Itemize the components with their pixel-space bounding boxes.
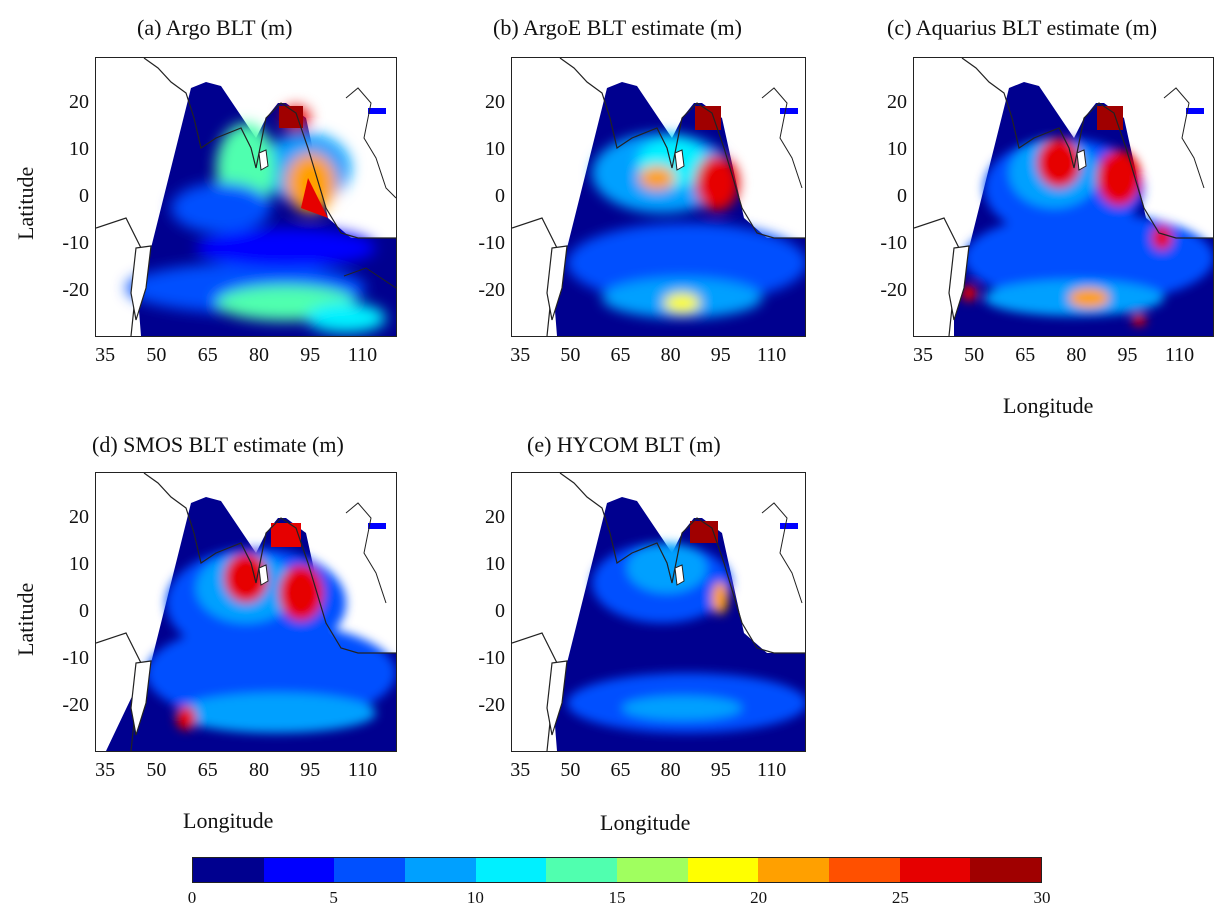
lat-tick: -10	[880, 232, 907, 254]
lat-tick: 20	[69, 506, 89, 528]
lon-tick: 65	[197, 344, 218, 366]
panel-title-a: (a) Argo BLT (m)	[137, 15, 293, 40]
map-panel-c	[913, 57, 1214, 337]
colorbar-segment	[617, 858, 688, 882]
lat-tick: -20	[62, 279, 89, 301]
map-panel-d	[95, 472, 397, 752]
lon-tick: 65	[197, 759, 218, 781]
lon-tick: 80	[1066, 344, 1087, 366]
lon-tick: 65	[610, 344, 631, 366]
colorbar-tick: 25	[891, 888, 909, 907]
lat-tick: -10	[478, 647, 505, 669]
lat-tick: -10	[478, 232, 505, 254]
blt-field-e	[512, 473, 805, 751]
lat-tick: -10	[62, 647, 89, 669]
colorbar-tick: 10	[466, 888, 484, 907]
lon-tick: 50	[560, 759, 581, 781]
colorbar-tick: 0	[187, 888, 197, 907]
lat-tick: 10	[485, 553, 505, 575]
lon-tick: 50	[146, 759, 167, 781]
lon-tick: 80	[249, 759, 269, 781]
lat-tick: 10	[485, 138, 505, 160]
blt-field-b	[512, 58, 805, 336]
colorbar-segment	[263, 858, 335, 882]
panel-title-c: (c) Aquarius BLT estimate (m)	[887, 15, 1158, 40]
lon-tick: 95	[300, 344, 321, 366]
lon-tick: 65	[610, 759, 631, 781]
colorbar-segment	[193, 858, 264, 882]
lat-tick: -20	[478, 694, 505, 716]
lat-tick: 0	[79, 185, 89, 207]
panel-title-b: (b) ArgoE BLT estimate (m)	[493, 15, 742, 40]
lon-tick: 35	[912, 344, 933, 366]
lon-tick: 95	[710, 759, 731, 781]
lat-tick: 0	[79, 600, 89, 622]
lon-tick: 110	[757, 759, 787, 781]
lat-tick: 20	[69, 91, 89, 113]
lon-tick: 95	[300, 759, 321, 781]
lon-tick: 110	[347, 759, 378, 781]
colorbar-tick: 20	[750, 888, 768, 907]
lon-tick: 65	[1015, 344, 1036, 366]
lon-tick: 110	[757, 344, 787, 366]
lat-tick: -20	[62, 694, 89, 716]
colorbar-segment	[687, 858, 759, 882]
longitude-label-d: Longitude	[183, 808, 274, 833]
lon-tick: 110	[1164, 344, 1195, 366]
lon-tick: 80	[660, 344, 681, 366]
panel-title-d: (d) SMOS BLT estimate (m)	[92, 432, 344, 457]
colorbar	[192, 857, 1042, 883]
blt-field-a	[96, 58, 396, 336]
lon-tick: 50	[560, 344, 581, 366]
colorbar-segment	[334, 858, 406, 882]
lat-tick: 20	[485, 91, 505, 113]
lon-tick: 50	[964, 344, 985, 366]
blt-field-c	[914, 58, 1213, 336]
colorbar-segment	[546, 858, 618, 882]
blt-field-d	[96, 473, 396, 751]
latitude-label-a: Latitude	[13, 166, 38, 240]
colorbar-segment	[405, 858, 476, 882]
lon-tick: 95	[1117, 344, 1138, 366]
colorbar-segment	[829, 858, 900, 882]
lat-tick: -20	[880, 279, 907, 301]
lat-tick: -20	[478, 279, 505, 301]
panel-title-e: (e) HYCOM BLT (m)	[527, 432, 721, 457]
lon-tick: 35	[510, 759, 531, 781]
lat-tick: 0	[897, 185, 907, 207]
colorbar-tick: 30	[1033, 888, 1051, 907]
longitude-label-e: Longitude	[600, 810, 691, 835]
longitude-label-c: Longitude	[1003, 393, 1094, 418]
lon-tick: 35	[510, 344, 531, 366]
lon-tick: 35	[95, 759, 116, 781]
lat-tick: 10	[887, 138, 907, 160]
lon-tick: 110	[347, 344, 378, 366]
map-panel-e	[511, 472, 806, 752]
lat-tick: 10	[69, 553, 89, 575]
colorbar-tick: 15	[608, 888, 626, 907]
lat-tick: 20	[485, 506, 505, 528]
lon-tick: 80	[660, 759, 681, 781]
lon-tick: 50	[146, 344, 167, 366]
lat-tick: 10	[69, 138, 89, 160]
lat-tick: 0	[495, 600, 505, 622]
lon-tick: 95	[710, 344, 731, 366]
lat-tick: -10	[62, 232, 89, 254]
latitude-label-d: Latitude	[13, 582, 38, 656]
lat-tick: 0	[495, 185, 505, 207]
colorbar-segment	[899, 858, 971, 882]
colorbar-segment	[758, 858, 830, 882]
lon-tick: 80	[249, 344, 269, 366]
colorbar-segment	[970, 858, 1042, 882]
lat-tick: 20	[887, 91, 907, 113]
map-panel-a	[95, 57, 397, 337]
colorbar-segment	[475, 858, 547, 882]
lon-tick: 35	[95, 344, 116, 366]
colorbar-tick: 5	[329, 888, 338, 907]
map-panel-b	[511, 57, 806, 337]
